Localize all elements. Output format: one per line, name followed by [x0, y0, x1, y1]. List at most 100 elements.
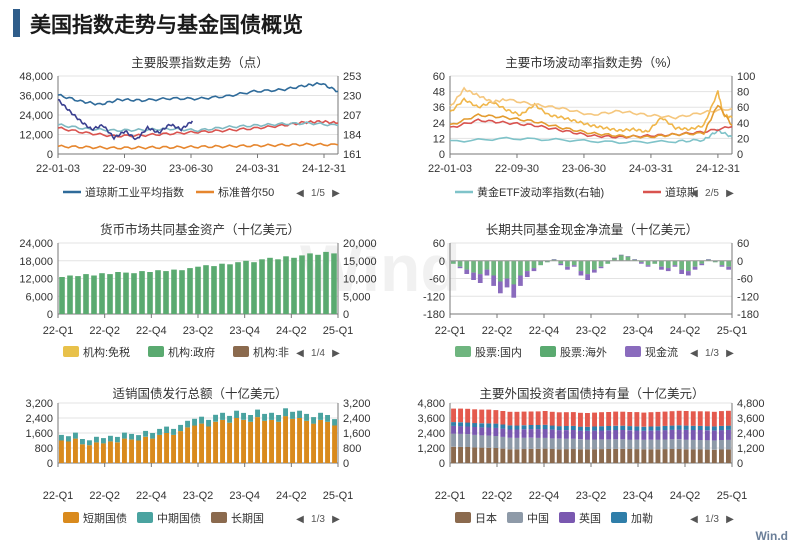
y-left-tick-label: 0 [439, 149, 445, 161]
bar [690, 411, 696, 426]
bar [465, 434, 471, 447]
bar [457, 260, 463, 267]
bar [507, 449, 513, 464]
bar [500, 448, 506, 463]
y-left-tick-label: 12,000 [19, 130, 53, 142]
bar [213, 414, 218, 422]
legend-label: 现金流 [645, 345, 678, 359]
bar [669, 429, 675, 440]
legend-label: 机构:免税 [83, 345, 130, 359]
x-tick-label: 23-Q4 [229, 325, 260, 337]
bar [262, 420, 267, 463]
y-right-tick-label: -60 [737, 274, 753, 286]
bar [472, 434, 478, 448]
x-tick-label: 22-Q4 [136, 490, 167, 502]
bar [570, 449, 576, 463]
panel-title-stock-index: 主要股票指数走势（点） [131, 56, 269, 70]
bar [613, 411, 619, 426]
bar [108, 435, 113, 442]
y-right-tick-label: 2,400 [343, 413, 371, 425]
legend-prev-page-button: ◀ [296, 514, 304, 525]
bar [171, 428, 176, 435]
bar [248, 421, 253, 464]
bar [697, 449, 703, 463]
y-right-tick-label: 184 [343, 130, 361, 142]
x-tick-label: 24-Q2 [670, 325, 701, 337]
bar [699, 260, 705, 264]
bar [500, 411, 506, 425]
y-right-tick-label: 3,600 [737, 413, 765, 425]
bar [549, 411, 555, 426]
bar [59, 440, 64, 463]
bar [690, 425, 696, 431]
bar [697, 411, 703, 426]
y-left-tick-label: 12,000 [19, 274, 53, 286]
bar [235, 262, 241, 314]
bar [676, 439, 682, 450]
bar [571, 265, 577, 267]
bar [686, 271, 691, 276]
x-tick-label: 25-Q1 [323, 325, 354, 337]
bar [665, 260, 671, 269]
bar [290, 411, 295, 419]
bar [563, 430, 569, 439]
bar [199, 423, 204, 463]
y-right-tick-label: 40 [737, 118, 749, 130]
bar [659, 266, 664, 270]
bar [641, 449, 647, 464]
y-right-tick-label: 0 [343, 309, 349, 321]
bar [67, 275, 73, 314]
y-right-tick-label: 100 [737, 71, 755, 83]
bar [87, 445, 92, 463]
x-tick-label: 22-Q2 [89, 325, 120, 337]
bar [549, 429, 555, 439]
legend-label: 短期国债 [83, 511, 127, 525]
legend-label: 道琼斯 [665, 185, 698, 199]
x-tick-label: 25-Q1 [323, 490, 354, 502]
bar [255, 417, 260, 463]
bar [491, 275, 496, 286]
bar [486, 427, 492, 436]
bar [690, 449, 696, 463]
bar [627, 449, 633, 463]
bar [669, 449, 675, 463]
legend-page-indicator: 1/5 [311, 188, 325, 199]
bar [726, 410, 731, 426]
bar [549, 449, 555, 463]
bar [669, 425, 675, 430]
bar [269, 412, 274, 420]
bar [465, 447, 471, 463]
y-right-tick-label: 4,800 [737, 398, 765, 410]
bar [627, 426, 633, 431]
legend-page-indicator: 1/4 [311, 348, 325, 359]
x-tick-label: 22-Q2 [482, 490, 513, 502]
bar [66, 436, 71, 442]
legend-label: 加勒 [631, 512, 653, 525]
bar [592, 426, 597, 431]
bar [528, 411, 534, 425]
bar [471, 272, 476, 280]
y-left-tick-label: 0 [439, 256, 445, 268]
bar [699, 263, 705, 266]
bar [139, 271, 145, 314]
legend-prev-page-button: ◀ [690, 514, 698, 525]
bar [535, 411, 541, 425]
y-right-tick-label: 0 [737, 458, 743, 470]
bar [83, 274, 89, 314]
bar [94, 436, 99, 443]
bar [464, 269, 470, 274]
bar [528, 429, 534, 438]
bar [251, 262, 257, 314]
panel-title-treasury-issuance: 适销国债发行总额（十亿美元） [112, 387, 288, 401]
legend-label: 中期国债 [157, 511, 201, 525]
bar [178, 424, 183, 432]
bar [486, 423, 492, 428]
bar [107, 274, 113, 314]
legend-page-indicator: 1/3 [311, 514, 325, 525]
bar [627, 412, 633, 427]
legend-next-page-button: ▶ [726, 514, 734, 525]
bar [458, 408, 463, 423]
x-tick-label: 23-Q2 [576, 325, 607, 337]
y-right-tick-label: 20,000 [343, 238, 377, 250]
